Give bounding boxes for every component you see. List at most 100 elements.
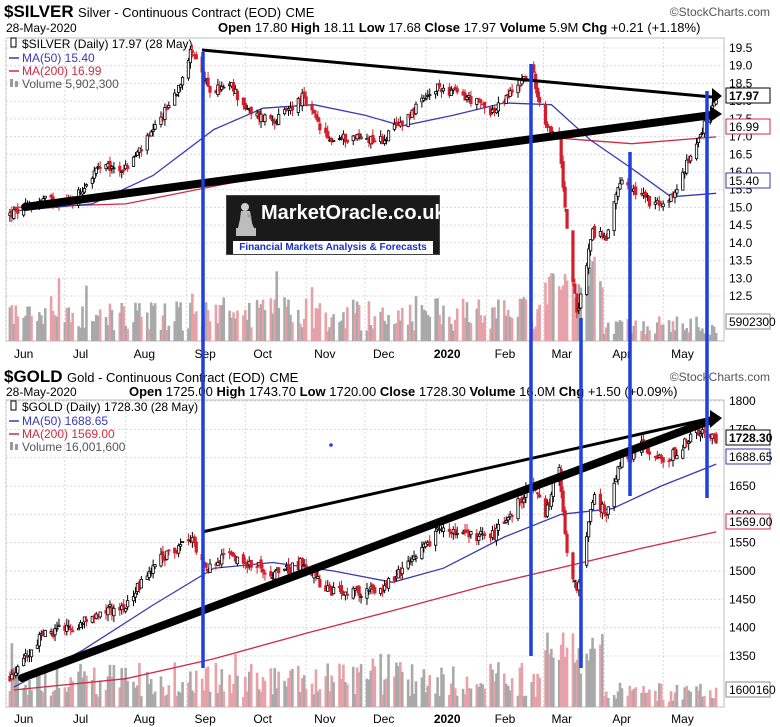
silver-volume-bar [351,299,355,341]
gold-volume-bar [536,673,539,707]
gold-candle-body [106,607,110,616]
silver-candle-body [112,167,116,170]
gold-volume-bar [112,665,116,707]
silver-y-tick-label: 15.0 [729,200,753,214]
gold-volume-bar [393,676,396,707]
gold-candle-body [29,649,34,658]
gold-volume-bar [230,693,233,707]
gold-volume-bar [285,686,288,707]
gold-volume-bar [291,669,294,707]
gold-volume-bar [136,685,139,707]
gold-candle-body [10,674,14,680]
gold-candle-body [343,591,347,596]
silver-y-tick-label: 16.5 [729,147,753,161]
gold-candle-body [173,547,177,554]
gold-volume-bar [94,694,98,707]
silver-volume-bar [302,319,306,341]
gold-volume-bar [106,676,110,707]
silver-y-tick-label: 13.5 [729,254,753,268]
silver-candle-body [49,194,53,198]
gold-volume-bar [147,683,151,707]
gold-volume-bar [450,683,453,707]
gold-volume-bar [134,687,137,707]
gold-volume-bar [659,683,663,707]
silver-candle-body [675,188,679,194]
gold-volume-bar [497,662,500,707]
gold-volume-bar [424,692,428,707]
gold-volume-bar [591,637,594,707]
silver-volume-bar [557,286,561,341]
gold-candle-body [35,644,39,649]
gold-volume-bar [506,685,510,707]
gold-volume-bar [8,690,12,707]
gold-candle-body [16,666,20,674]
silver-candle-body [592,225,597,238]
gold-tag-ma50: 1688.65 [729,450,773,464]
silver-x-tick-label: May [671,347,694,361]
silver-candle-body [282,109,287,115]
gold-volume-bar [561,632,565,707]
gold-volume-bar [181,681,184,707]
gold-candle-body [76,627,81,631]
gold-y-tick-label: 1800 [729,394,756,408]
silver-candle-body [451,88,455,91]
gold-legend-volume: Volume 16,001,600 [22,440,126,454]
silver-volume-bar [434,298,437,341]
silver-volume-bar [708,334,712,341]
gold-candle-body [420,547,424,560]
gold-volume-bar [204,668,208,707]
gold-volume-bar [122,678,126,707]
gold-volume-bar [297,665,300,707]
gold-volume-bar [342,664,345,707]
silver-volume-bar [316,308,320,341]
silver-volume-bar [271,313,275,341]
silver-volume-bar [408,304,412,341]
gold-volume-bar [656,701,659,707]
gold-candle-body [351,587,355,599]
gold-candle-body [447,528,451,532]
gold-candle-body [563,510,567,534]
silver-candle-body [435,83,440,92]
gold-volume-bar [383,679,386,707]
silver-volume-bar [326,330,330,341]
silver-candle-body [465,96,469,100]
silver-candle-body [175,94,179,97]
gold-volume-bar [508,690,512,707]
silver-candle-body [647,195,652,207]
silver-volume-bar [383,320,386,341]
silver-chg-label: Chg [581,20,608,35]
gold-candle-body [65,624,69,632]
gold-panel: $GOLD Gold - Continuous Contract (EOD) C… [0,363,780,727]
silver-tag-ma200: 16.99 [729,120,759,134]
gold-candle-body [357,586,361,596]
gold-volume-bar [483,688,486,707]
silver-candle-body [565,208,569,229]
gold-volume-bar [626,695,630,707]
gold-volume-bar [298,692,302,707]
gold-volume-bar [132,681,135,707]
silver-volume-bar [506,309,510,341]
silver-candle-body [463,92,467,101]
gold-candle-body [689,433,693,443]
gold-volume-bar [414,681,418,707]
gold-ma200-line [13,531,717,691]
silver-volume-bar [193,313,196,341]
gold-candle-body [592,494,597,505]
silver-candle-body [318,123,322,131]
gold-candle-body [504,520,508,523]
gold-volume-bar [599,644,602,707]
gold-volume-bar [648,689,651,707]
silver-volume-bar [161,315,165,341]
gold-volume-bar [289,670,292,707]
gold-candle-body [159,553,163,567]
gold-candle-body [43,630,47,638]
gold-volume-bar [532,673,536,707]
silver-volume-bar [367,301,371,341]
gold-volume-bar [530,682,534,707]
silver-volume-bar [656,322,659,341]
gold-volume-bar [467,687,471,707]
silver-volume-bar [393,324,396,341]
silver-candle-body [178,84,183,88]
silver-panel: $SILVER Silver - Continuous Contract (EO… [0,0,780,363]
